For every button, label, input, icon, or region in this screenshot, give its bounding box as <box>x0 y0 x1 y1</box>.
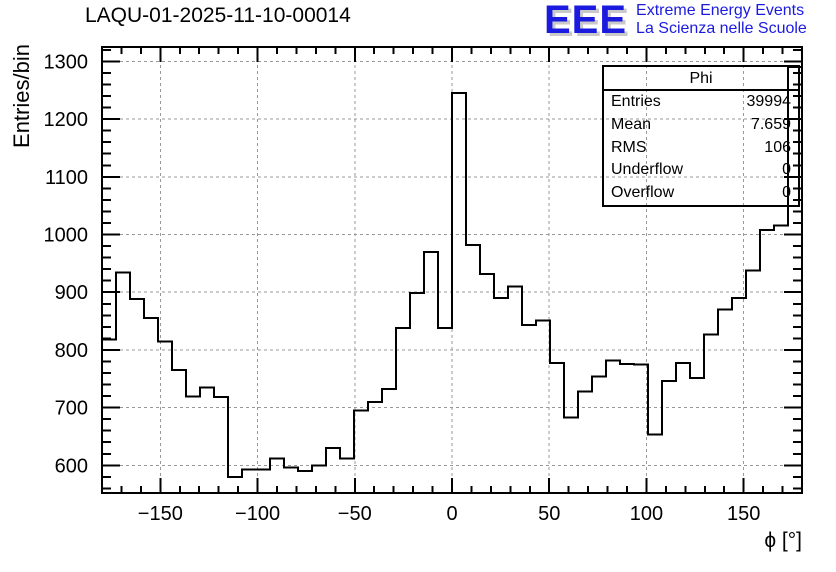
y-tick-label: 1100 <box>45 167 88 189</box>
stats-box-bg <box>602 65 800 207</box>
y-tick-label: 900 <box>55 282 88 304</box>
eee-logo: EEE Extreme Energy Events La Scienza nel… <box>544 0 807 40</box>
x-tick-label: 0 <box>446 503 457 525</box>
stats-box: Phi Entries 39994 Mean 7.659 RMS 106 Underflow… <box>602 65 800 207</box>
stats-rows: Entries 39994 Mean 7.659 RMS 106 Underflow 0 Ove… <box>604 91 798 204</box>
stats-row-label: Mean <box>611 116 652 134</box>
eee-logo-text: EEE <box>544 0 628 42</box>
stats-row-value: 7.659 <box>750 116 791 134</box>
y-tick-label: 1000 <box>44 225 89 247</box>
histogram-line <box>102 66 802 478</box>
x-tick-label: 150 <box>727 503 760 525</box>
y-tick-label: 1300 <box>44 51 89 73</box>
x-axis-label: ϕ [°] <box>764 529 802 552</box>
stats-row: Entries 39994 <box>604 91 798 114</box>
y-tick-label: 600 <box>55 455 88 477</box>
stats-row: RMS 106 <box>604 136 798 159</box>
stats-title: Phi <box>604 67 798 91</box>
stats-row: Mean 7.659 <box>604 114 798 137</box>
stats-row: Underflow 0 <box>604 159 798 182</box>
logo-subtitle-line2: La Scienza nelle Scuole <box>636 20 807 37</box>
stats-row-label: Entries <box>611 93 661 111</box>
y-tick-label: 700 <box>55 398 88 420</box>
y-tick-label: 800 <box>55 340 88 362</box>
stats-row-label: Overflow <box>611 184 675 202</box>
x-tick-label: 100 <box>630 503 663 525</box>
stats-row-label: RMS <box>611 138 647 156</box>
stats-row-value: 106 <box>764 138 791 156</box>
x-tick-label: 50 <box>538 503 560 525</box>
x-tick-label: −50 <box>338 503 372 525</box>
x-tick-label: −100 <box>235 503 280 525</box>
stats-row-value: 0 <box>782 184 791 202</box>
stats-row-value: 0 <box>782 161 791 179</box>
stats-row-label: Underflow <box>611 161 684 179</box>
page-title: LAQU-01-2025-11-10-00014 <box>85 4 351 27</box>
y-tick-label: 1200 <box>44 109 89 131</box>
stats-row: Overflow 0 <box>604 182 798 205</box>
y-axis-label: Entries/bin <box>9 44 34 148</box>
logo-subtitle-line1: Extreme Energy Events <box>636 2 805 19</box>
stats-row-value: 39994 <box>746 93 792 111</box>
x-tick-label: −150 <box>138 503 183 525</box>
